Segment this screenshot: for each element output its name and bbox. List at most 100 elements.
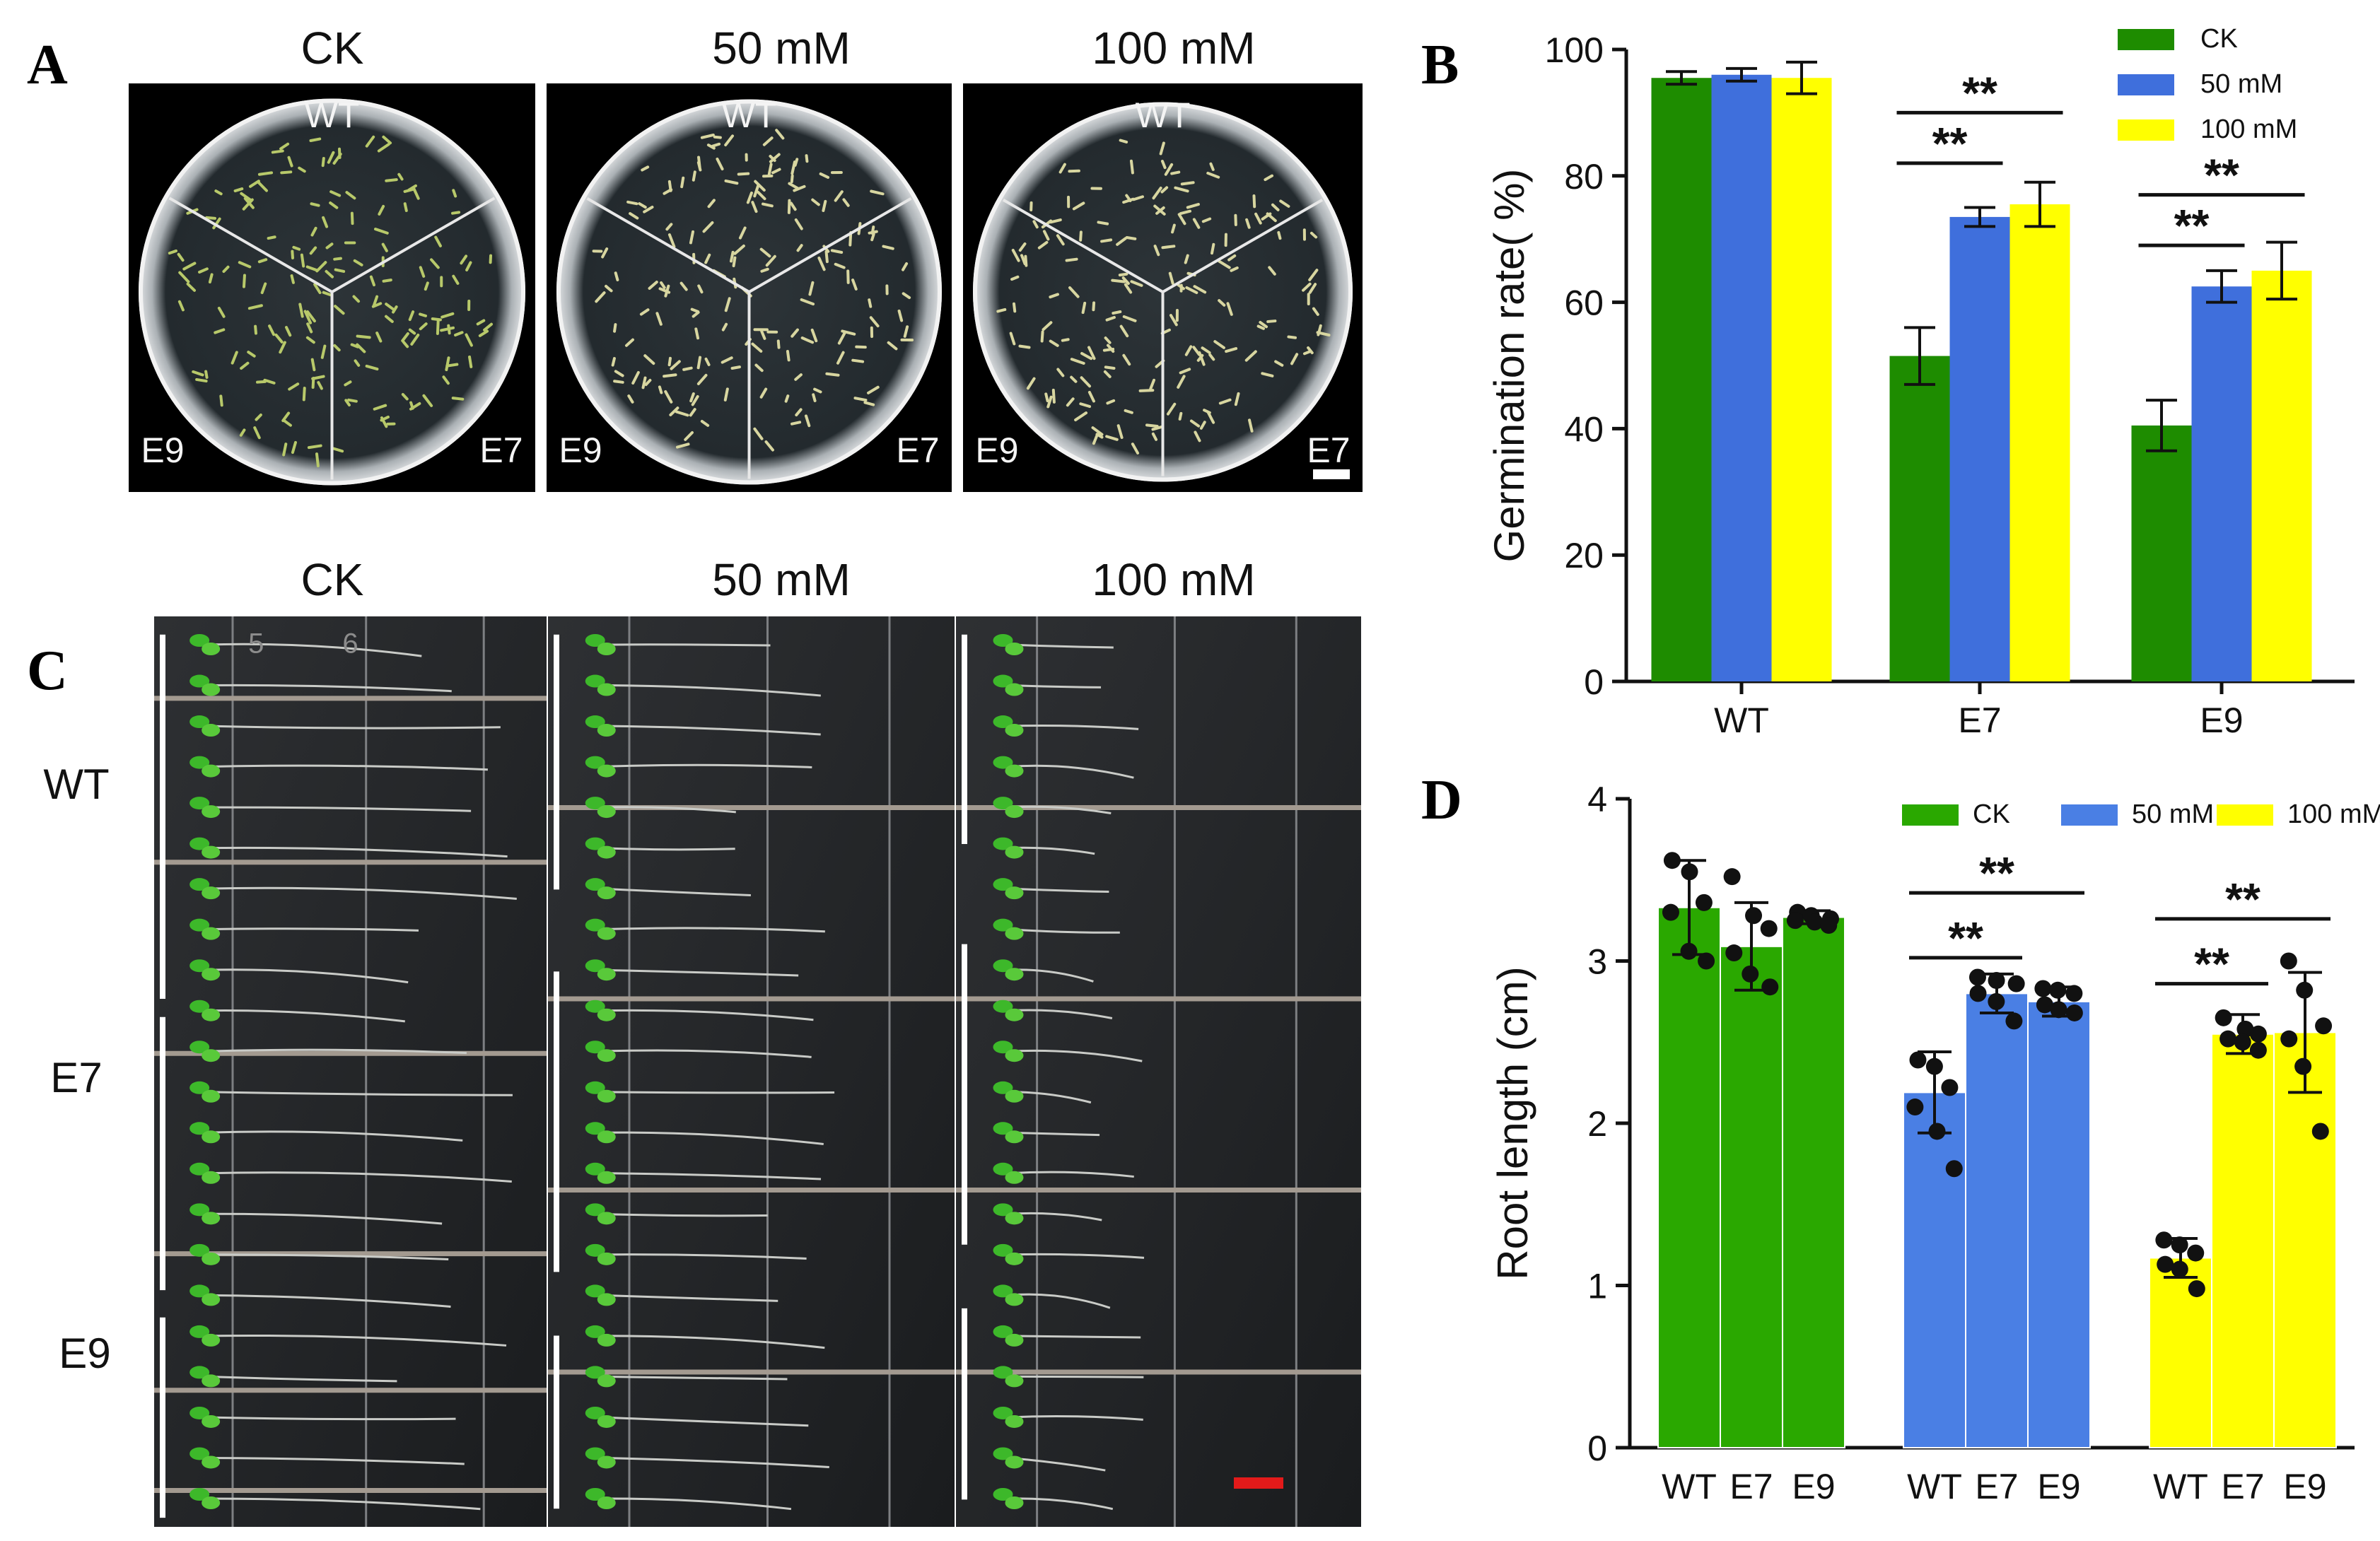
x-tick-label: WT (1662, 1467, 1717, 1506)
y-tick-label: 80 (1564, 157, 1604, 197)
data-point (1969, 985, 1987, 1002)
data-point (2280, 1030, 2298, 1048)
data-point (1925, 1057, 1943, 1075)
dish-divider (331, 197, 496, 293)
significance-label: ** (1962, 67, 1997, 118)
data-point (1968, 968, 1986, 986)
y-tick-label: 20 (1564, 536, 1604, 575)
data-point (2249, 1041, 2267, 1059)
bar (2027, 1000, 2091, 1448)
y-axis-label: Root length (cm) (1489, 966, 1536, 1280)
data-point (1745, 907, 1763, 925)
bar (1782, 916, 1845, 1449)
bar (1965, 992, 2029, 1448)
dish-divider (1162, 199, 1324, 293)
dish-label-e9: E9 (975, 430, 1018, 470)
data-point (1941, 1079, 1959, 1096)
petri-rim (556, 99, 942, 485)
dish-label-wt: WT (722, 95, 777, 135)
bar (1889, 356, 1950, 681)
legend-label: CK (1973, 799, 2010, 829)
x-tick-label: E9 (2037, 1467, 2080, 1506)
data-point (2007, 975, 2025, 992)
dish-divider (586, 197, 750, 293)
y-tick-label: 0 (1584, 662, 1604, 702)
dish-label-wt: WT (305, 95, 360, 135)
data-point (1786, 912, 1804, 930)
x-tick-label: E7 (1729, 1467, 1773, 1506)
chart-root-length: 0 1 2 3 4 Root length (cm) WT E7 E9 WT E7 E9 WT E7 E9 *… (1489, 780, 2380, 1506)
bar (2251, 270, 2312, 681)
data-point (2171, 1260, 2188, 1278)
data-point (1806, 913, 1824, 931)
bar (1711, 74, 1772, 681)
data-point (1742, 965, 1759, 983)
panel-c-header-50mm: 50 mM (712, 554, 851, 605)
panel-label-c: C (27, 640, 68, 702)
significance-label: ** (1932, 118, 1968, 169)
x-tick-label: E9 (2200, 701, 2243, 740)
data-point (2315, 1017, 2333, 1035)
panel-c-row-e9: E9 (59, 1330, 110, 1377)
legend-label: 50 mM (2132, 799, 2214, 829)
data-point (1945, 1160, 1963, 1178)
scale-bar (1313, 469, 1350, 479)
seedlings (996, 139, 1331, 455)
seedlings (592, 129, 914, 452)
legend-swatch (2118, 29, 2174, 50)
data-point (1695, 893, 1713, 911)
data-point (1761, 978, 1779, 996)
data-point (2050, 1001, 2067, 1019)
data-point (2249, 1025, 2267, 1043)
significance-label: ** (2194, 939, 2229, 990)
data-point (2049, 981, 2067, 999)
panel-label-d: D (1421, 769, 1462, 831)
data-point (2036, 996, 2053, 1014)
x-tick-label: WT (1714, 701, 1769, 740)
bar (2273, 1031, 2337, 1448)
data-point (2034, 980, 2052, 997)
data-point (1988, 972, 2005, 990)
y-tick-label: 0 (1587, 1429, 1607, 1468)
dish-divider (168, 197, 333, 293)
data-point (1680, 942, 1698, 960)
y-tick-label: 40 (1564, 409, 1604, 449)
panel-a-plates: WT E9 E7 WT E9 E7 WT E9 E7 (129, 83, 1363, 492)
panel-c-row-e7: E7 (50, 1054, 102, 1101)
data-point (2236, 1020, 2254, 1038)
bar (1720, 945, 1783, 1448)
y-axis-label: Germination rate( %) (1486, 169, 1533, 563)
legend-swatch (2061, 804, 2118, 826)
panel-a-header-100mm: 100 mM (1092, 23, 1255, 74)
panel-a-header-ck: CK (301, 23, 364, 74)
legend-label: 100 mM (2200, 115, 2297, 144)
panel-label-a: A (27, 34, 68, 96)
legend-swatch (2217, 804, 2273, 826)
x-tick-label: WT (1907, 1467, 1962, 1506)
data-point (1663, 852, 1681, 869)
significance-label: ** (2204, 150, 2239, 201)
data-point (2157, 1255, 2174, 1273)
y-tick-label: 2 (1587, 1104, 1607, 1144)
data-point (2005, 1012, 2023, 1030)
data-point (1662, 903, 1679, 921)
bar (1903, 1091, 1966, 1449)
dish-label-e7: E7 (1307, 430, 1350, 470)
panel-label-b: B (1421, 34, 1459, 96)
data-point (2294, 1057, 2312, 1075)
dish-label-e7: E7 (896, 430, 939, 470)
y-tick-label: 60 (1564, 283, 1604, 323)
bar (2211, 1033, 2275, 1448)
scale-bar-red (1234, 1477, 1283, 1489)
x-tick-label: E7 (1958, 701, 2001, 740)
data-point (1820, 917, 1838, 934)
data-point (2296, 981, 2314, 999)
legend-label: CK (2200, 24, 2238, 54)
x-tick-label: E9 (2283, 1467, 2326, 1506)
significance-label: ** (2225, 874, 2261, 925)
legend-swatch (2118, 74, 2174, 95)
seedlings (168, 135, 494, 468)
dish-label-e9: E9 (559, 430, 602, 470)
data-point (2065, 985, 2083, 1002)
